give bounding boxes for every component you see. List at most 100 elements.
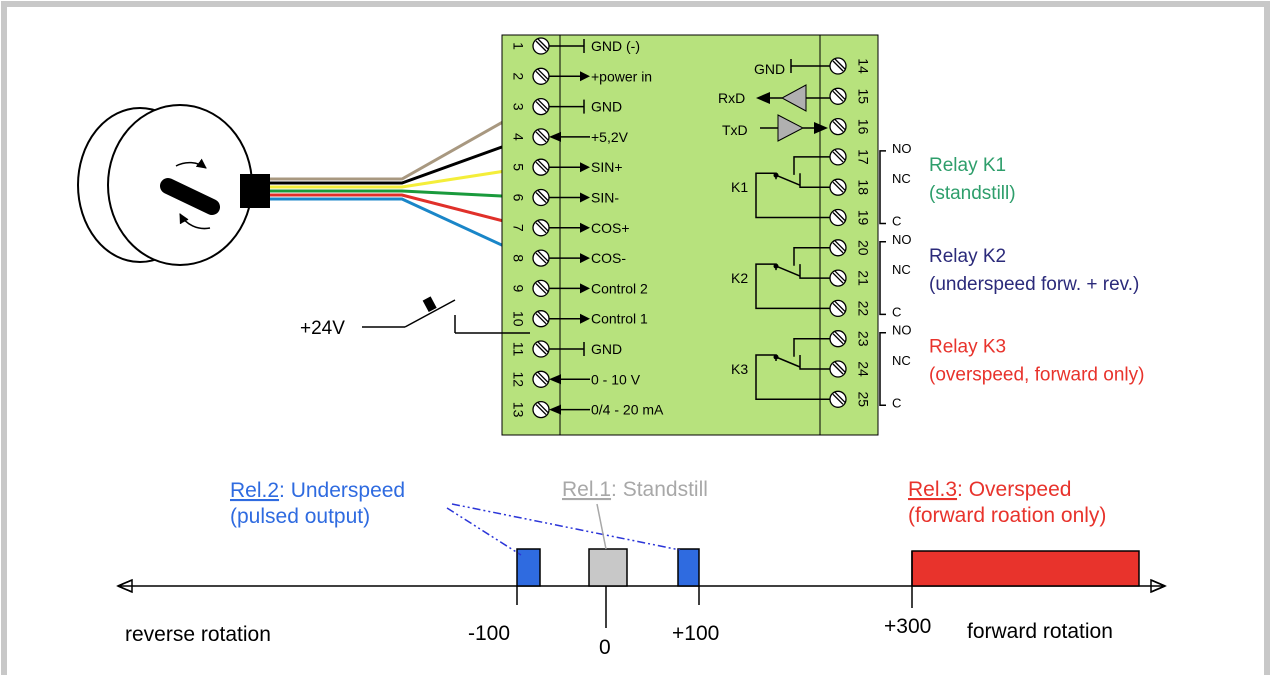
underspeed-forward-bar [677, 548, 700, 587]
terminal-9: 9 Control 2 [510, 279, 648, 298]
overspeed-bar [911, 550, 1140, 587]
terminal-5: 5 SIN+ [510, 158, 623, 176]
terminal-number: 14 [855, 58, 871, 74]
relay-description: (underspeed forw. + rev.) [929, 274, 1139, 295]
control-switch: +24V [300, 296, 530, 339]
relay-c-label: C [892, 214, 901, 229]
gnd-serial-label: GND [754, 61, 785, 77]
relay-k2: K2 NO NC C Relay K2 (underspeed forw. + rev.) [731, 232, 1139, 320]
rel1-title: Rel.1: Standstill [562, 478, 708, 501]
terminal-number: 4 [510, 133, 526, 141]
standstill-bar [588, 548, 628, 587]
terminal-number: 8 [510, 254, 526, 262]
terminal-number: 19 [855, 210, 871, 226]
reverse-rotation-label: reverse rotation [125, 623, 271, 646]
rel2-title: Rel.2: Underspeed [230, 479, 405, 502]
relay-name: Relay K2 [929, 246, 1006, 267]
terminal-label: GND [591, 99, 622, 115]
terminal-label: SIN- [591, 190, 619, 206]
terminal-label: 0 - 10 V [591, 371, 641, 387]
rel2-title-text: : Underspeed [279, 479, 405, 502]
terminal-18: 18 [829, 178, 871, 196]
underspeed-reverse-bar [516, 548, 541, 587]
terminal-25: 25 [829, 390, 871, 408]
rel2-link: Rel.2 [230, 479, 279, 502]
relay-no-label: NO [892, 232, 912, 247]
terminal-label: +power in [591, 68, 652, 84]
rel1-link: Rel.1 [562, 478, 611, 501]
relay-nc-label: NC [892, 262, 911, 277]
terminal-number: 12 [510, 372, 526, 388]
rel1-pointer-line [596, 503, 607, 550]
terminal-1: 1 GND (-) [510, 37, 640, 55]
terminal-label: +5,2V [591, 129, 629, 145]
serial-interface: GND RxD TxD [718, 59, 830, 142]
relay-coil-label: K2 [731, 270, 748, 286]
rel2-pointer-lines [446, 503, 681, 556]
terminal-label: 0/4 - 20 mA [591, 402, 664, 418]
terminal-13: 13 0/4 - 20 mA [510, 400, 664, 419]
terminal-number: 3 [510, 103, 526, 111]
relay-name: Relay K3 [929, 337, 1006, 358]
left-terminal-strip [501, 34, 561, 436]
device-body [559, 34, 821, 436]
tick-label-minus-100: -100 [468, 622, 510, 645]
rel3-title: Rel.3: Overspeed [908, 478, 1071, 501]
axis-ticks [516, 551, 913, 628]
relays: K1 NO NC C Relay K1 (standstill) K2 NO NC C Relay … [731, 141, 1144, 410]
terminal-number: 25 [855, 392, 871, 408]
terminal-number: 2 [510, 72, 526, 80]
forward-rotation-label: forward rotation [967, 620, 1113, 643]
terminal-11: 11 GND [510, 340, 622, 358]
terminal-number: 21 [855, 270, 871, 286]
terminal-2: 2 +power in [510, 67, 652, 85]
terminal-label: Control 1 [591, 311, 648, 327]
rel3-title-text: : Overspeed [957, 478, 1071, 501]
terminal-number: 9 [510, 285, 526, 293]
tick-label-plus-100: +100 [672, 622, 719, 645]
terminal-24: 24 [829, 360, 871, 378]
terminal-number: 11 [510, 342, 526, 357]
terminal-number: 24 [855, 361, 871, 377]
tick-label-plus-300: +300 [884, 615, 931, 638]
terminal-6: 6 SIN- [510, 188, 619, 207]
relay-description: (standstill) [929, 183, 1016, 204]
relay-c-label: C [892, 304, 901, 319]
terminal-number: 10 [510, 311, 526, 327]
terminal-20: 20 [829, 239, 871, 257]
relay-nc-label: NC [892, 171, 911, 186]
terminal-number: 22 [855, 301, 871, 317]
terminal-label: GND (-) [591, 38, 640, 54]
relay-coil-label: K1 [731, 179, 748, 195]
terminal-number: 15 [855, 89, 871, 105]
rel2-subtitle: (pulsed output) [230, 505, 370, 528]
terminal-21: 21 [829, 269, 871, 287]
relay-name: Relay K1 [929, 155, 1006, 176]
terminal-label: GND [591, 341, 622, 357]
relay-k1: K1 NO NC C Relay K1 (standstill) [731, 141, 1016, 229]
relay-c-label: C [892, 395, 901, 410]
relay-nc-label: NC [892, 353, 911, 368]
rxd-label: RxD [718, 90, 745, 106]
terminal-number: 1 [510, 42, 526, 50]
terminal-19: 19 [829, 208, 871, 227]
left-terminals: 1 GND (-) 2 +power in 3 GND 4 +5,2V 5 SIN+ 6 SIN- 7 C… [510, 37, 664, 419]
terminal-12: 12 0 - 10 V [510, 370, 641, 388]
terminal-label: Control 2 [591, 280, 648, 296]
terminal-number: 16 [855, 119, 871, 135]
supply-label: +24V [300, 318, 345, 339]
terminal-number: 6 [510, 194, 526, 202]
terminal-8: 8 COS- [510, 249, 626, 267]
terminal-number: 20 [855, 240, 871, 256]
tick-label-0: 0 [599, 636, 611, 659]
terminal-22: 22 [829, 299, 871, 318]
terminal-number: 7 [510, 224, 526, 232]
terminal-label: SIN+ [591, 159, 623, 175]
terminal-16: 16 [829, 117, 871, 136]
terminal-7: 7 COS+ [510, 219, 630, 237]
rel3-link: Rel.3 [908, 478, 957, 501]
relay-k3: K3 NO NC C Relay K3 (overspeed, forward only) [731, 323, 1144, 411]
